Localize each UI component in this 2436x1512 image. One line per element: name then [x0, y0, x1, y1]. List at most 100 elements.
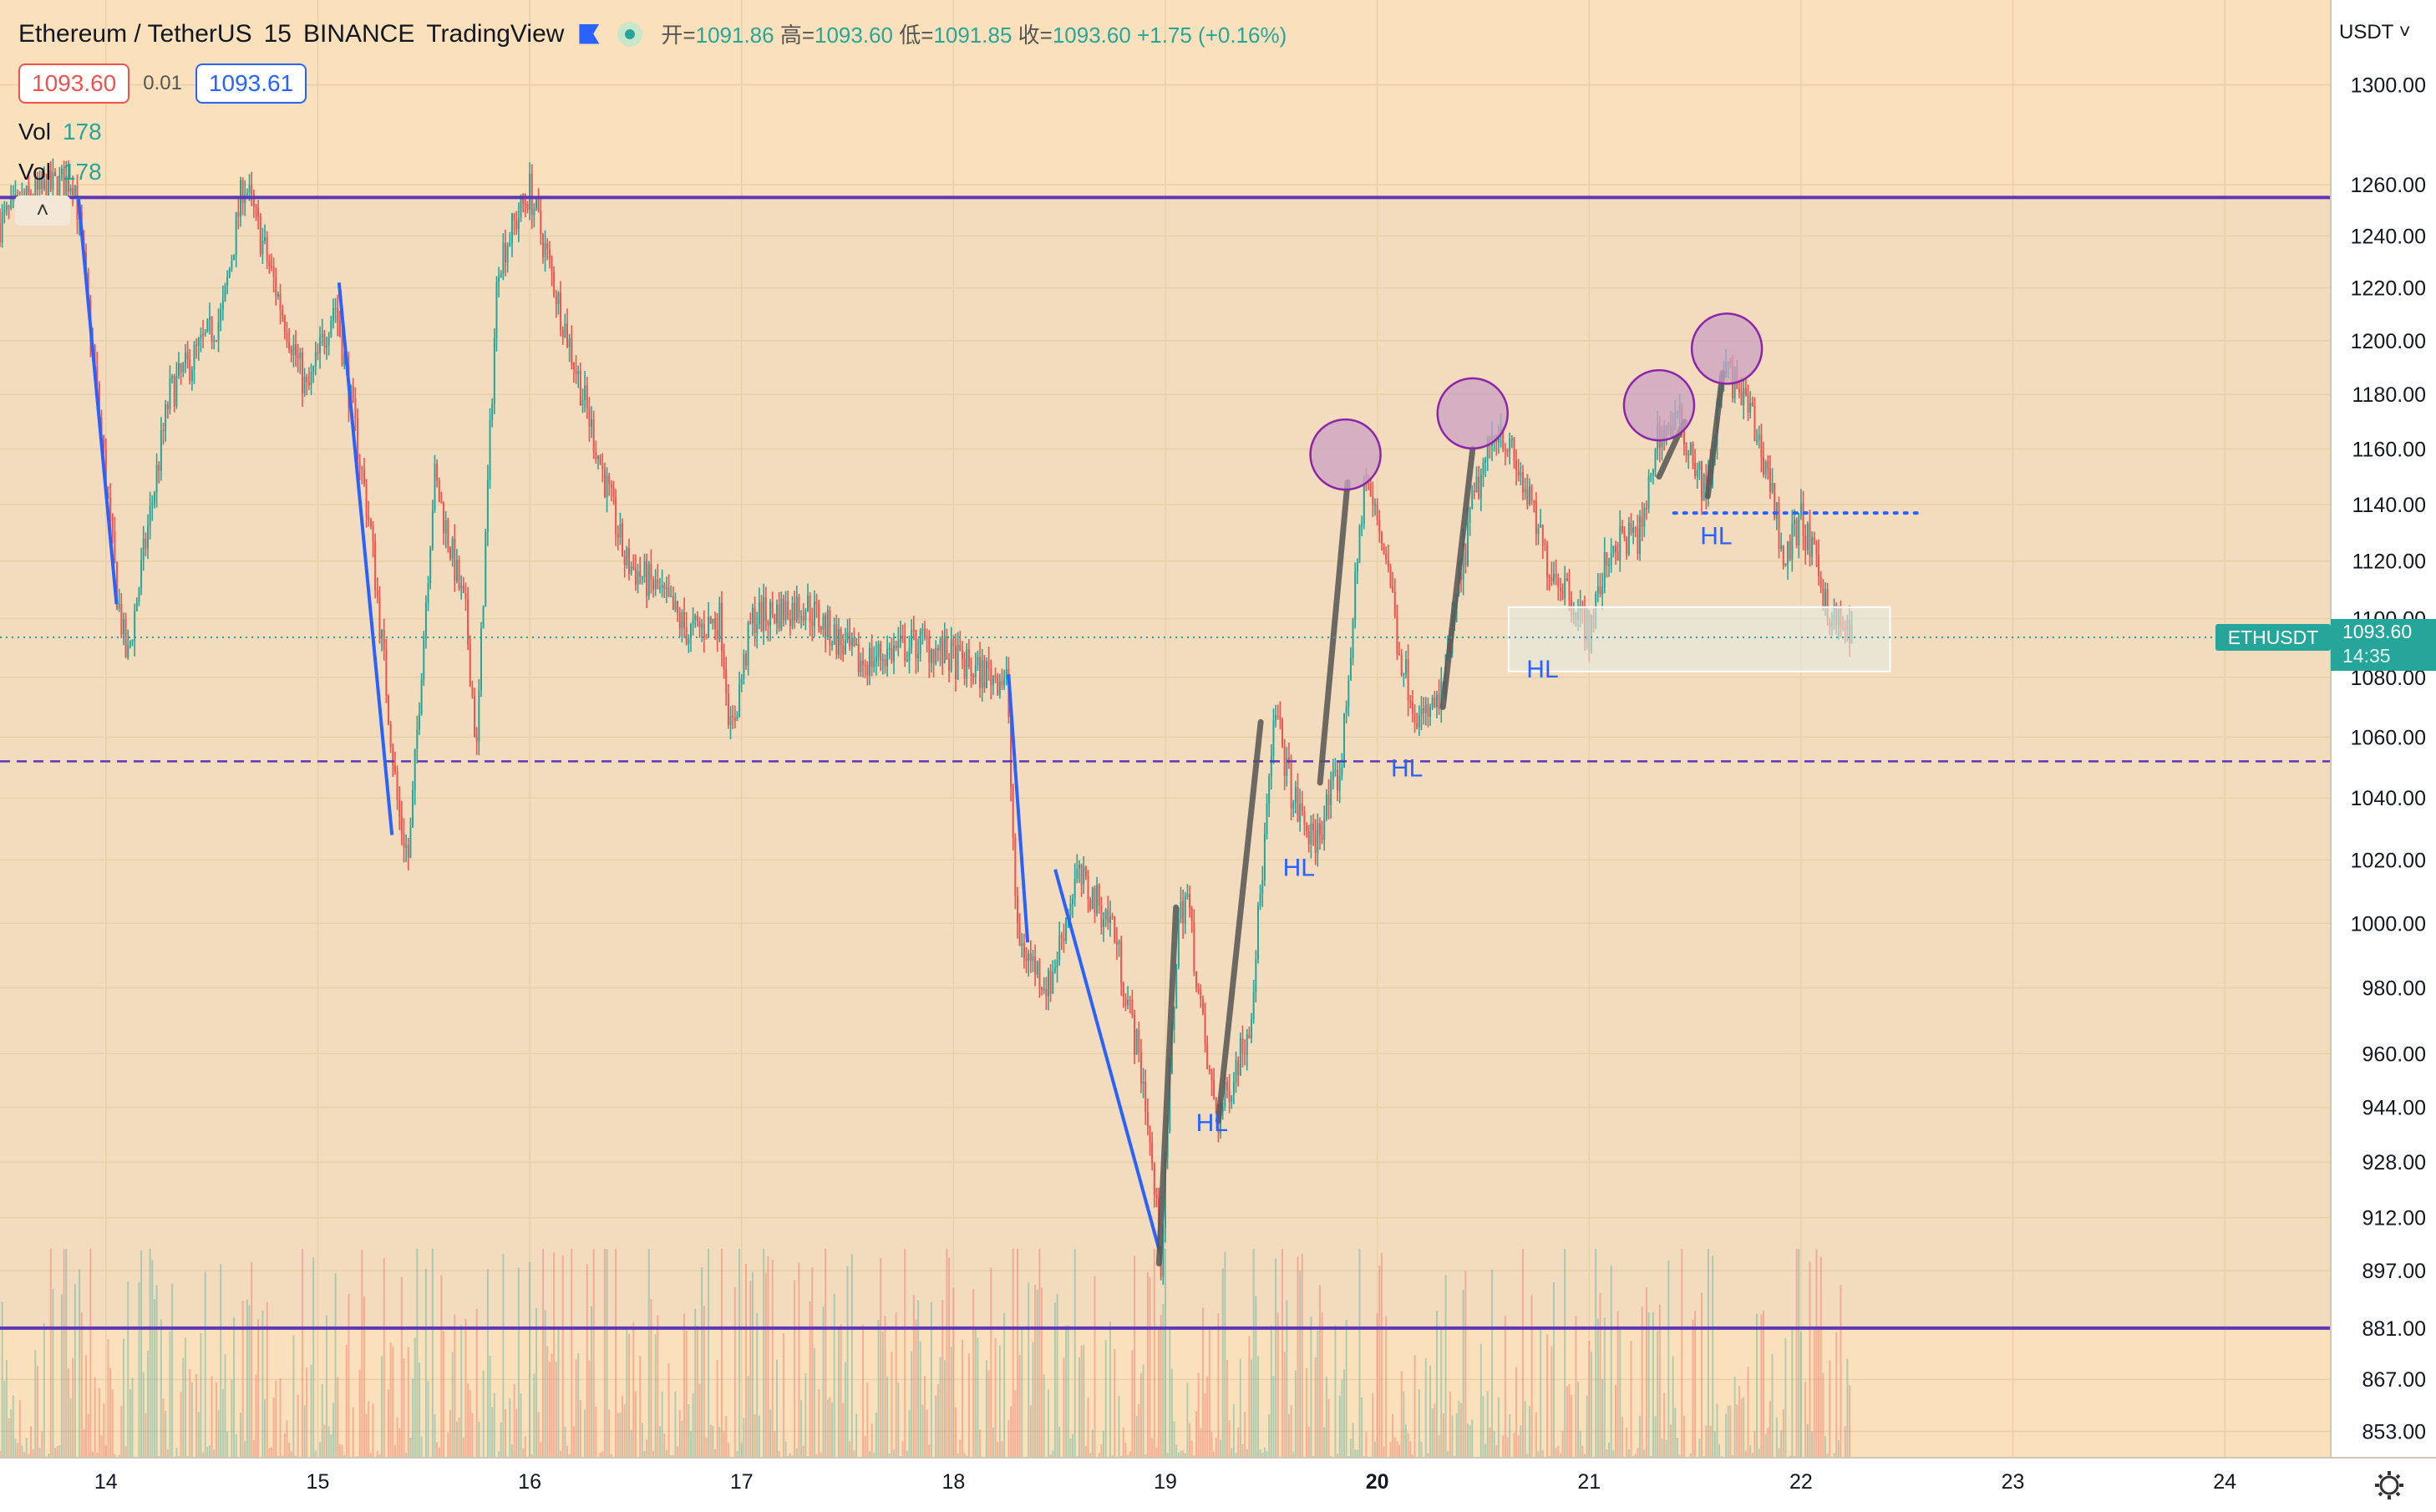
volume-bar [1627, 1449, 1630, 1458]
candle-body [564, 323, 566, 338]
sell-price-button[interactable]: 1093.60 [18, 63, 130, 104]
volume-bar [696, 1326, 698, 1458]
candle-body [1248, 1034, 1251, 1039]
candle-body [493, 337, 495, 404]
candle-body [1032, 956, 1034, 961]
volume-bar [610, 1454, 612, 1458]
volume-bar [990, 1267, 992, 1458]
candle-body [63, 168, 65, 197]
volume-legend-1[interactable]: Vol 178 [18, 119, 102, 145]
currency-menu[interactable]: USDT ˅ [2339, 21, 2411, 43]
candle-body [1440, 681, 1443, 710]
volume-bar [1217, 1313, 1220, 1458]
candle-body [818, 604, 820, 627]
volume-bar [1762, 1310, 1764, 1458]
candle-body [1213, 1080, 1215, 1098]
candle-body [330, 320, 332, 337]
flag-icon[interactable] [579, 23, 600, 44]
gear-icon[interactable] [2375, 1471, 2403, 1499]
volume-bar [928, 1444, 931, 1458]
volume-bar [1338, 1395, 1341, 1458]
volume-bar [54, 1448, 57, 1458]
consolidation-zone[interactable] [1507, 606, 1891, 672]
horizontal-levels[interactable] [0, 195, 2331, 1330]
volume-bar [795, 1448, 798, 1458]
volume-bar [211, 1376, 213, 1458]
volume-bar [1663, 1393, 1666, 1458]
candle-body [270, 266, 272, 267]
candle-body [672, 596, 674, 611]
symbol-title[interactable]: Ethereum / TetherUS [18, 19, 252, 48]
volume-bar [1287, 1413, 1290, 1458]
volume-bar [1583, 1454, 1586, 1458]
volume-bar [451, 1352, 454, 1458]
candle-body [829, 610, 831, 646]
volume-bar [1103, 1430, 1105, 1458]
candle-body [1533, 500, 1535, 503]
candle-body [1389, 566, 1392, 586]
volume-bar [844, 1362, 846, 1458]
volume-bar [535, 1307, 538, 1458]
price-tag-countdown: 14:35 [2342, 645, 2391, 667]
candle-body [1349, 657, 1352, 681]
volume-bar [1698, 1438, 1701, 1458]
candle-body [850, 637, 853, 647]
candle-body [43, 180, 45, 190]
candle-body [806, 596, 809, 611]
candle-body [599, 455, 601, 464]
volume-bar [200, 1332, 202, 1458]
volume-bar [794, 1280, 796, 1458]
price-tick-label: 1060.00 [2351, 726, 2426, 749]
volume-bar [1091, 1428, 1094, 1458]
candle-body [617, 534, 619, 538]
candle-body [985, 661, 987, 688]
volume-bar [1052, 1450, 1054, 1458]
candle-body [853, 637, 855, 646]
volume-bar [348, 1293, 350, 1458]
interval-label[interactable]: 15 [263, 19, 292, 48]
candle-body [1557, 577, 1560, 588]
candle-body [924, 628, 926, 637]
volume-bar [215, 1382, 217, 1458]
peak-circles[interactable] [1309, 312, 1764, 491]
price-axis[interactable] [2331, 0, 2436, 1512]
trend-lines[interactable] [76, 197, 1161, 1251]
candle-body [646, 561, 648, 596]
volume-bar [1270, 1325, 1272, 1458]
volume-legend-2[interactable]: Vol 178 [18, 159, 102, 185]
volume-bar [1732, 1454, 1734, 1458]
candle-body [571, 338, 573, 363]
volume-bar [646, 1438, 648, 1458]
candle-body [517, 217, 520, 230]
volume-bar [427, 1381, 429, 1458]
volume-bar [632, 1322, 635, 1458]
volume-bar [332, 1403, 334, 1458]
volume-bar [295, 1455, 297, 1458]
price-tick-label: 1040.00 [2351, 787, 2426, 810]
volume-bar [378, 1454, 381, 1458]
volume-bar [1822, 1372, 1824, 1458]
candle-body [930, 649, 932, 663]
candle-body [1407, 659, 1409, 701]
volume-bar [654, 1334, 657, 1458]
candle-body [561, 329, 564, 338]
volume-bar [826, 1399, 829, 1458]
volume-bar [1173, 1421, 1175, 1458]
volume-bar [190, 1382, 193, 1458]
price-tick-label: 881.00 [2362, 1317, 2426, 1341]
candle-body [738, 684, 741, 717]
volume-bar [771, 1260, 774, 1458]
chevron-up-icon[interactable]: ˄ [15, 195, 70, 226]
volume-bar [1767, 1427, 1769, 1458]
volume-bar [1058, 1427, 1061, 1458]
volume-bar [306, 1367, 308, 1458]
candle-body [577, 370, 580, 374]
volume-bar [1149, 1276, 1151, 1458]
buy-price-button[interactable]: 1093.61 [195, 63, 307, 104]
candle-body [1619, 525, 1621, 561]
trend-line [76, 197, 119, 605]
volume-bar [893, 1449, 896, 1458]
time-axis[interactable] [0, 1458, 2436, 1512]
volume-bar [1073, 1249, 1076, 1458]
